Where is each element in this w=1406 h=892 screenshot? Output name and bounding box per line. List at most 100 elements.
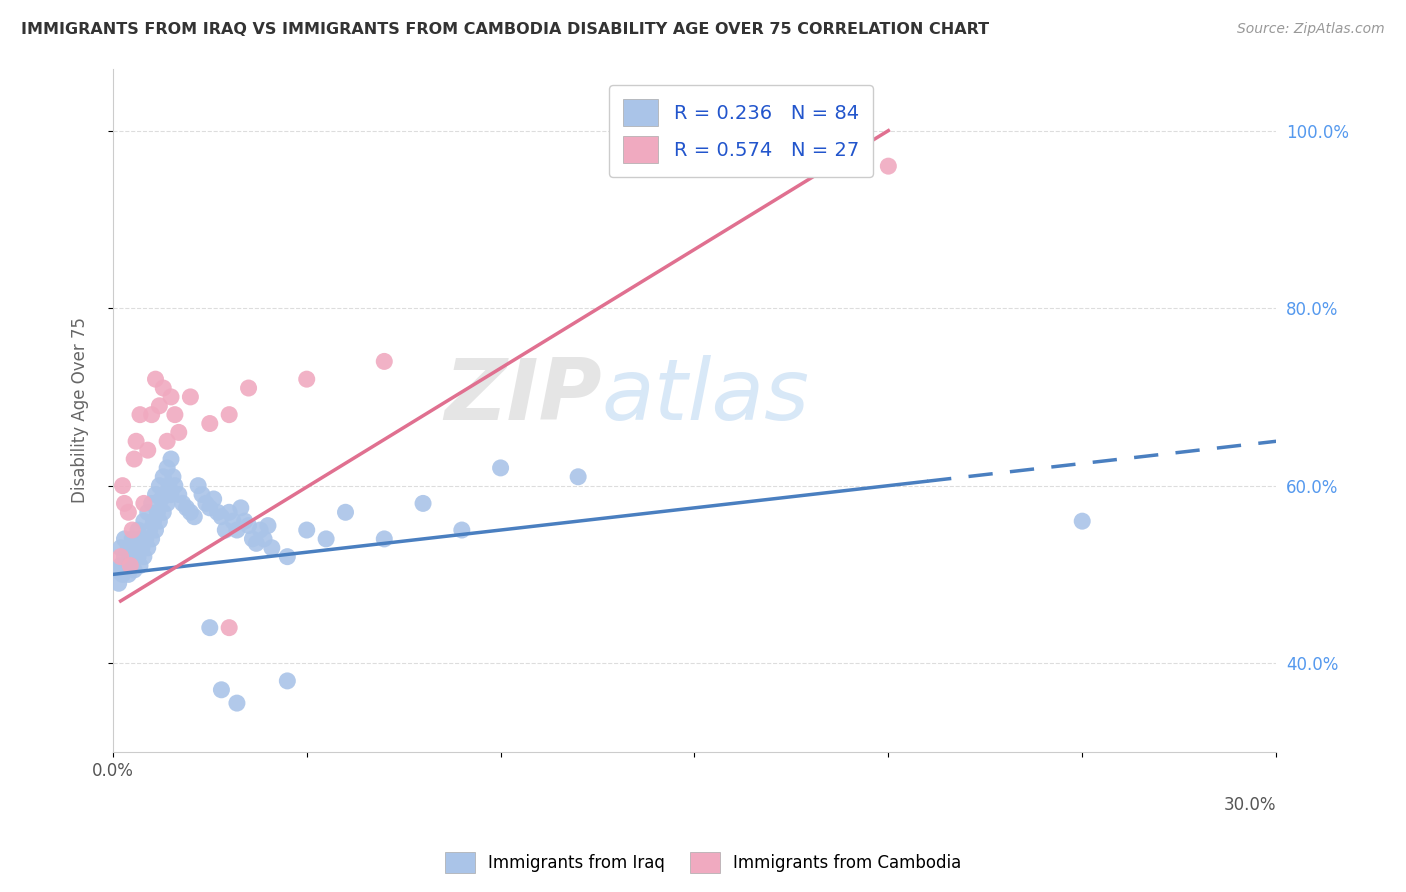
Point	[146, 505, 169, 519]
Point	[111, 567, 134, 582]
Point	[156, 461, 179, 475]
Point	[412, 496, 434, 510]
Point	[125, 434, 148, 449]
Point	[122, 452, 145, 467]
Point	[198, 621, 221, 635]
Point	[163, 478, 186, 492]
Point	[238, 381, 260, 395]
Point	[373, 532, 395, 546]
Point	[129, 408, 152, 422]
Point	[218, 621, 240, 635]
Point	[160, 452, 183, 467]
Point	[163, 408, 186, 422]
Point	[127, 523, 149, 537]
Point	[218, 408, 240, 422]
Point	[110, 549, 132, 564]
Point	[129, 558, 152, 573]
Point	[138, 523, 160, 537]
Point	[125, 541, 148, 555]
Point	[276, 673, 298, 688]
Point	[150, 491, 173, 506]
Point	[127, 549, 149, 564]
Point	[148, 514, 170, 528]
Point	[226, 523, 249, 537]
Point	[194, 496, 217, 510]
Text: 30.0%: 30.0%	[1223, 797, 1277, 814]
Point	[218, 505, 240, 519]
Point	[111, 478, 134, 492]
Point	[198, 500, 221, 515]
Point	[162, 470, 184, 484]
Point	[121, 523, 143, 537]
Point	[160, 390, 183, 404]
Point	[207, 505, 229, 519]
Point	[121, 558, 143, 573]
Point	[276, 549, 298, 564]
Point	[114, 532, 136, 546]
Point	[209, 509, 232, 524]
Point	[135, 532, 157, 546]
Point	[567, 470, 589, 484]
Legend: R = 0.236   N = 84, R = 0.574   N = 27: R = 0.236 N = 84, R = 0.574 N = 27	[609, 85, 873, 177]
Point	[179, 390, 201, 404]
Point	[257, 518, 280, 533]
Point	[122, 563, 145, 577]
Point	[120, 549, 142, 564]
Point	[238, 518, 260, 533]
Point	[117, 541, 139, 555]
Point	[877, 159, 900, 173]
Point	[214, 523, 236, 537]
Point	[229, 500, 252, 515]
Point	[142, 514, 165, 528]
Point	[179, 505, 201, 519]
Text: atlas: atlas	[602, 355, 810, 438]
Point	[110, 558, 132, 573]
Y-axis label: Disability Age Over 75: Disability Age Over 75	[72, 318, 89, 503]
Point	[107, 576, 129, 591]
Point	[260, 541, 283, 555]
Point	[373, 354, 395, 368]
Text: ZIP: ZIP	[444, 355, 602, 438]
Point	[117, 505, 139, 519]
Point	[117, 567, 139, 582]
Point	[226, 696, 249, 710]
Point	[176, 500, 198, 515]
Point	[335, 505, 357, 519]
Point	[114, 496, 136, 510]
Point	[172, 496, 194, 510]
Point	[167, 425, 190, 440]
Text: Source: ZipAtlas.com: Source: ZipAtlas.com	[1237, 22, 1385, 37]
Point	[110, 541, 132, 555]
Point	[198, 417, 221, 431]
Point	[152, 505, 174, 519]
Point	[242, 532, 264, 546]
Point	[136, 443, 159, 458]
Point	[129, 532, 152, 546]
Point	[145, 487, 167, 501]
Point	[202, 491, 225, 506]
Point	[148, 478, 170, 492]
Point	[141, 532, 163, 546]
Point	[132, 549, 155, 564]
Point	[249, 523, 271, 537]
Point	[489, 461, 512, 475]
Point	[222, 514, 245, 528]
Point	[141, 408, 163, 422]
Point	[245, 536, 267, 550]
Point	[152, 470, 174, 484]
Point	[233, 514, 256, 528]
Point	[132, 496, 155, 510]
Point	[295, 372, 318, 386]
Point	[115, 558, 138, 573]
Point	[187, 478, 209, 492]
Text: IMMIGRANTS FROM IRAQ VS IMMIGRANTS FROM CAMBODIA DISABILITY AGE OVER 75 CORRELAT: IMMIGRANTS FROM IRAQ VS IMMIGRANTS FROM …	[21, 22, 990, 37]
Point	[121, 532, 143, 546]
Point	[153, 487, 176, 501]
Point	[253, 532, 276, 546]
Point	[315, 532, 337, 546]
Point	[295, 523, 318, 537]
Point	[156, 496, 179, 510]
Point	[145, 523, 167, 537]
Point	[131, 541, 153, 555]
Point	[120, 558, 142, 573]
